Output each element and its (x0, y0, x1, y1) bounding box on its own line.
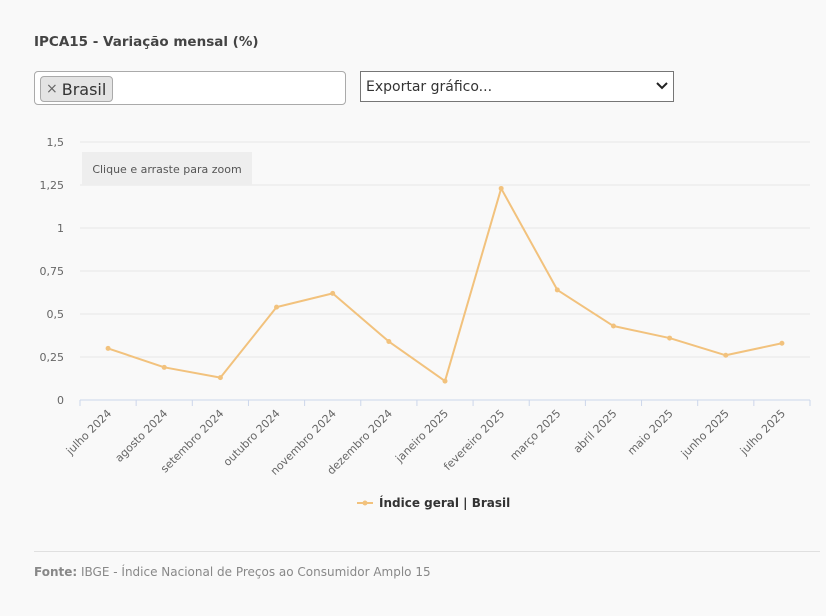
y-tick-label: 0 (57, 394, 64, 407)
x-tick-label: outubro 2024 (221, 407, 283, 469)
x-tick-label: agosto 2024 (113, 407, 171, 465)
x-tick-label: fevereiro 2025 (441, 407, 507, 473)
x-tick-label: julho 2025 (737, 407, 788, 458)
y-tick-label: 0,25 (40, 351, 65, 364)
zoom-hint-text: Clique e arraste para zoom (92, 163, 241, 176)
source-note: Fonte: IBGE - Índice Nacional de Preços … (34, 565, 431, 579)
y-tick-label: 1,5 (47, 136, 65, 149)
x-tick-label: julho 2024 (63, 407, 114, 458)
data-point[interactable] (610, 323, 616, 329)
source-label: Fonte: (34, 565, 78, 579)
x-tick-label: março 2025 (508, 407, 564, 463)
x-tick-label: janeiro 2025 (392, 407, 451, 466)
data-point[interactable] (105, 345, 111, 351)
y-tick-label: 1 (57, 222, 64, 235)
y-tick-label: 0,75 (40, 265, 65, 278)
data-point[interactable] (386, 339, 392, 345)
x-tick-label: junho 2025 (678, 407, 732, 461)
data-point[interactable] (217, 375, 223, 381)
data-point[interactable] (274, 304, 280, 310)
chart-title: IPCA15 - Variação mensal (%) (34, 34, 259, 50)
data-point[interactable] (779, 340, 785, 346)
filter-chip-label: Brasil (61, 79, 107, 99)
y-tick-label: 1,25 (40, 179, 65, 192)
y-tick-label: 0,5 (47, 308, 65, 321)
series-line[interactable] (107, 187, 783, 383)
export-select-label: Exportar gráfico... (366, 78, 493, 95)
source-divider (34, 551, 820, 552)
data-point[interactable] (498, 185, 504, 191)
data-point[interactable] (554, 287, 560, 293)
location-filter[interactable]: × Brasil (34, 71, 346, 105)
export-select[interactable]: Exportar gráfico... (360, 71, 674, 102)
data-point[interactable] (723, 352, 729, 358)
data-point[interactable] (667, 335, 673, 341)
x-tick-label: abril 2025 (571, 407, 620, 456)
chevron-down-icon (656, 82, 668, 90)
source-text: IBGE - Índice Nacional de Preços ao Cons… (81, 565, 431, 579)
legend-label[interactable]: Índice geral | Brasil (379, 495, 510, 510)
zoom-hint: Clique e arraste para zoom (82, 152, 252, 185)
data-point[interactable] (442, 378, 448, 384)
data-point[interactable] (330, 290, 336, 296)
data-point[interactable] (161, 364, 167, 370)
filter-chip-brasil[interactable]: × Brasil (40, 76, 114, 102)
x-tick-label: maio 2025 (625, 407, 676, 458)
legend-marker[interactable] (362, 500, 368, 506)
zoom-hint-bg (82, 152, 252, 185)
remove-chip-icon[interactable]: × (46, 81, 58, 97)
